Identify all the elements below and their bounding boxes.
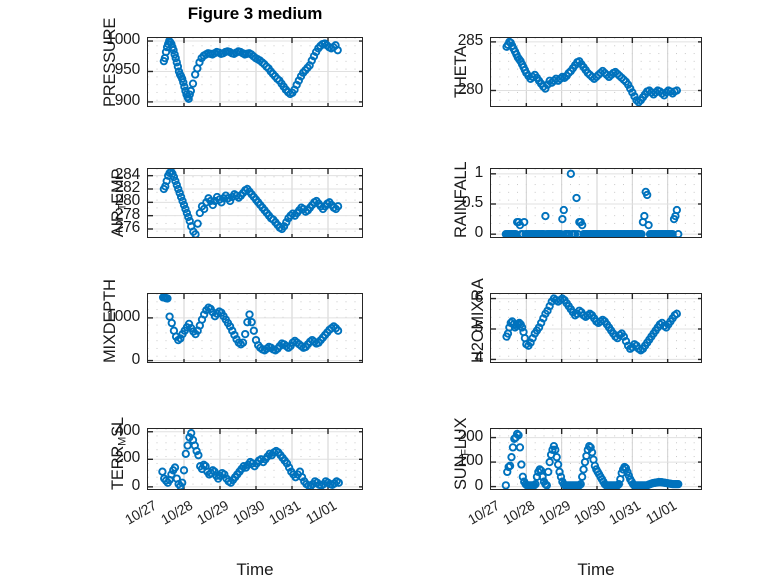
x-tick-label: 10/27 <box>121 497 159 528</box>
y-tick-label: 282 <box>114 179 140 196</box>
axes-box <box>147 428 363 490</box>
y-tick-label: 900 <box>114 91 140 109</box>
axes-box <box>490 428 702 490</box>
x-tick-label: 10/31 <box>265 497 303 528</box>
y-axis-label: RAINFALL <box>452 161 471 238</box>
y-tick-label: 0 <box>131 476 141 494</box>
x-tick-label: 10/29 <box>535 497 573 528</box>
panel-terr-msl: 0 200 400 TERRMSL 10/27 10/28 10/29 10/30 10/31 1… <box>109 417 363 579</box>
y-tick-label: 1000 <box>106 31 140 49</box>
figure-title: Figure 3 medium <box>187 4 323 23</box>
axes-box <box>490 168 702 238</box>
y-tick-label: 280 <box>114 192 140 210</box>
data-series <box>501 429 683 489</box>
x-axis-label: Time <box>577 560 615 579</box>
y-tick-label: 285 <box>457 31 483 49</box>
y-tick-label: 0 <box>474 224 484 242</box>
panel-h2omixra: 4 5 6 H2OMIXRA <box>469 278 702 366</box>
x-tick-label: 10/30 <box>229 497 267 528</box>
data-series <box>502 38 682 106</box>
data-series <box>158 294 343 355</box>
y-tick-label: 280 <box>457 80 483 98</box>
y-tick-label: 0.5 <box>462 194 483 211</box>
y-tick-label: 0 <box>131 350 141 368</box>
axes-box <box>147 293 363 363</box>
y-tick-label: 400 <box>114 421 140 439</box>
y-axis-label: AIRTEMP <box>109 168 129 238</box>
x-tick-label: 11/01 <box>642 497 679 528</box>
panel-rainfall: 0 0.5 1 RAINFALL <box>452 162 702 241</box>
y-tick-label: 5 <box>474 319 484 336</box>
y-axis-label: H2OMIXRA <box>469 278 488 363</box>
panel-sun-flux: 0 100 200 SUNFLUX 10/27 10/28 10/29 10/30 10/31 1… <box>452 418 702 579</box>
x-axis-label: Time <box>236 560 274 579</box>
y-tick-label: 1000 <box>106 307 140 325</box>
data-series <box>159 38 342 104</box>
data-series <box>158 429 343 489</box>
axes-box <box>147 168 363 238</box>
y-tick-label: 950 <box>114 61 140 79</box>
y-axis-label: THETA <box>452 46 471 98</box>
x-tick-label: 10/28 <box>500 497 538 528</box>
y-tick-label: 276 <box>114 219 140 236</box>
y-tick-label: 6 <box>474 288 484 306</box>
panel-air-temp: 276 278 280 282 284 AIRTEMP <box>109 166 363 238</box>
axes-box <box>490 293 702 363</box>
panel-theta: 280 285 THETA <box>452 32 702 107</box>
y-tick-label: 1 <box>474 163 484 181</box>
x-tick-label: 11/01 <box>302 497 339 528</box>
panel-pressure: 900 950 1000 PRESSURE <box>101 18 363 109</box>
y-axis-label: TERRMSL <box>109 417 129 490</box>
y-tick-label: 4 <box>474 349 484 367</box>
grid-layer <box>491 294 701 362</box>
y-tick-label: 100 <box>457 452 483 470</box>
panel-mixdepth: 0 1000 MIXDEPTH <box>101 279 363 368</box>
y-tick-label: 0 <box>474 476 484 494</box>
y-axis-label: MIXDEPTH <box>100 279 119 363</box>
y-tick-label: 200 <box>114 449 140 467</box>
data-series <box>159 169 343 237</box>
x-tick-label: 10/29 <box>193 497 231 528</box>
y-tick-label: 278 <box>114 205 140 223</box>
axes-box <box>490 37 702 107</box>
axes-box <box>147 37 363 107</box>
y-tick-label: 200 <box>457 427 483 445</box>
x-tick-label: 10/28 <box>157 497 195 528</box>
data-series <box>502 294 682 355</box>
y-tick-label: 284 <box>114 165 140 183</box>
x-tick-label: 10/31 <box>606 497 644 528</box>
y-axis-label: SUNFLUX <box>452 417 472 490</box>
y-axis-label: PRESSURE <box>100 17 119 107</box>
data-series <box>501 169 683 237</box>
